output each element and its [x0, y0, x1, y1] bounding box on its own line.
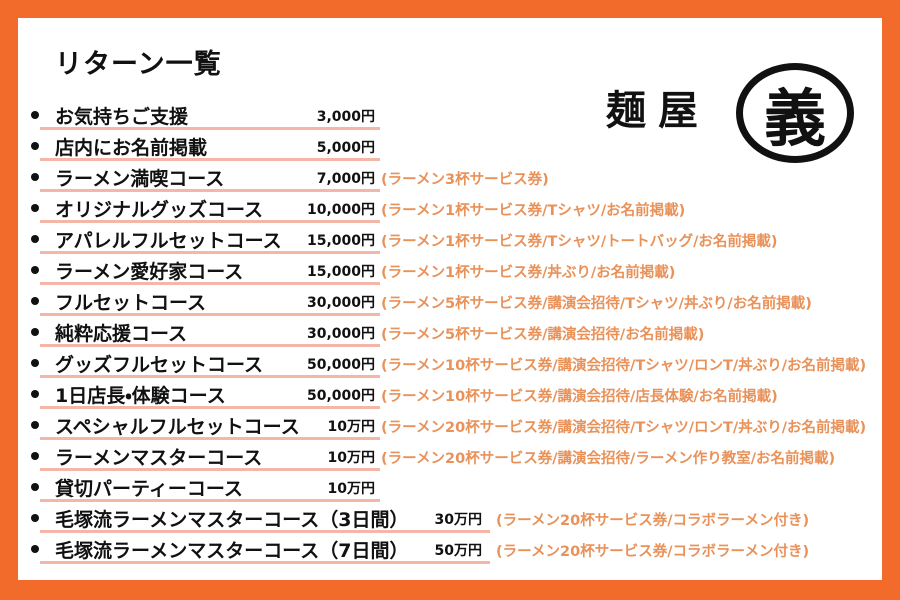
- underline: [40, 375, 380, 378]
- list-item: 貸切パーティーコース 10万円: [18, 472, 882, 503]
- underline: [40, 406, 380, 409]
- item-name: 1日店長・体験コース: [55, 385, 226, 407]
- item-name: 貸切パーティーコース: [55, 478, 243, 500]
- item-name: 純粋応援コース: [55, 323, 188, 345]
- item-perks: (ラーメン20杯サービス券/コラボラーメン付き): [496, 544, 810, 560]
- bullet: [31, 111, 39, 119]
- list-item: お気持ちご支援 3,000円: [18, 100, 882, 131]
- item-perks: (ラーメン20杯サービス券/講演会招待/ラーメン作り教室/お名前掲載): [381, 451, 836, 467]
- item-price: 50,000円: [306, 388, 375, 404]
- item-price: 10万円: [327, 419, 375, 435]
- underline: [40, 282, 380, 285]
- underline: [40, 437, 380, 440]
- item-price: 15,000円: [306, 233, 375, 249]
- list-item: フルセットコース 30,000円 (ラーメン5杯サービス券/講演会招待/Tシャツ/丼…: [18, 286, 882, 317]
- item-price: 15,000円: [306, 264, 375, 280]
- bullet: [31, 173, 39, 181]
- underline: [40, 561, 490, 564]
- list-item: 毛塚流ラーメンマスターコース（7日間） 50万円 (ラーメン20杯サービス券/コラボ…: [18, 534, 882, 565]
- item-perks: (ラーメン10杯サービス券/講演会招待/店長体験/お名前掲載): [381, 389, 778, 405]
- list-item: アパレルフルセットコース 15,000円 (ラーメン1杯サービス券/Tシャツ/トート…: [18, 224, 882, 255]
- bullet: [31, 297, 39, 305]
- item-name: 店内にお名前掲載: [55, 137, 208, 159]
- item-price: 7,000円: [316, 171, 375, 187]
- item-perks: (ラーメン20杯サービス券/コラボラーメン付き): [496, 513, 810, 529]
- bullet: [31, 204, 39, 212]
- underline: [40, 468, 380, 471]
- list-item: 純粋応援コース 30,000円 (ラーメン5杯サービス券/講演会招待/お名前掲載): [18, 317, 882, 348]
- list-item: 1日店長・体験コース 50,000円 (ラーメン10杯サービス券/講演会招待/店長体…: [18, 379, 882, 410]
- item-price: 5,000円: [316, 140, 375, 156]
- item-perks: (ラーメン1杯サービス券/Tシャツ/トートバッグ/お名前掲載): [381, 234, 778, 250]
- list-item: ラーメン愛好家コース 15,000円 (ラーメン1杯サービス券/丼ぶり/お名前掲載): [18, 255, 882, 286]
- item-price: 10万円: [327, 450, 375, 466]
- item-name: グッズフルセットコース: [55, 354, 264, 376]
- item-name: ラーメンマスターコース: [55, 447, 263, 469]
- item-perks: (ラーメン3杯サービス券): [381, 172, 549, 188]
- list-item: スペシャルフルセットコース 10万円 (ラーメン20杯サービス券/講演会招待/Tシャ…: [18, 410, 882, 441]
- bullet: [31, 390, 39, 398]
- list-item: 店内にお名前掲載 5,000円: [18, 131, 882, 162]
- item-perks: (ラーメン1杯サービス券/丼ぶり/お名前掲載): [381, 265, 676, 281]
- bullet: [31, 359, 39, 367]
- bullet: [31, 514, 39, 522]
- logo-name: 麺屋: [606, 87, 710, 134]
- card: リターン一覧 麺屋 義 お気持ちご支援 3,000円店内にお名前掲載 5,000円ラ…: [18, 18, 882, 580]
- logo-mark: 義: [736, 63, 854, 163]
- bullet: [31, 235, 39, 243]
- item-name: オリジナルグッズコース: [55, 199, 264, 221]
- item-price: 50,000円: [306, 357, 375, 373]
- title: リターン一覧: [55, 49, 222, 80]
- item-name: 毛塚流ラーメンマスターコース（7日間）: [55, 540, 409, 562]
- item-price: 30,000円: [306, 326, 375, 342]
- item-name: ラーメン満喫コース: [55, 168, 225, 190]
- underline: [40, 344, 380, 347]
- item-perks: (ラーメン10杯サービス券/講演会招待/Tシャツ/ロンT/丼ぶり/お名前掲載): [381, 358, 867, 374]
- underline: [40, 499, 380, 502]
- underline: [40, 220, 380, 223]
- underline: [40, 251, 380, 254]
- item-name: フルセットコース: [55, 292, 207, 314]
- item-price: 3,000円: [316, 109, 375, 125]
- bullet: [31, 483, 39, 491]
- item-perks: (ラーメン20杯サービス券/講演会招待/Tシャツ/ロンT/丼ぶり/お名前掲載): [381, 420, 867, 436]
- item-name: 毛塚流ラーメンマスターコース（3日間）: [55, 509, 409, 531]
- list-item: ラーメンマスターコース 10万円 (ラーメン20杯サービス券/講演会招待/ラーメン作…: [18, 441, 882, 472]
- item-name: アパレルフルセットコース: [55, 230, 282, 252]
- underline: [40, 127, 380, 130]
- item-name: ラーメン愛好家コース: [55, 261, 244, 283]
- item-price: 10万円: [327, 481, 375, 497]
- bullet: [31, 421, 39, 429]
- list-item: ラーメン満喫コース 7,000円 (ラーメン3杯サービス券): [18, 162, 882, 193]
- bullet: [31, 545, 39, 553]
- item-name: スペシャルフルセットコース: [55, 416, 300, 438]
- list-item: 毛塚流ラーメンマスターコース（3日間） 30万円 (ラーメン20杯サービス券/コラボ…: [18, 503, 882, 534]
- underline: [40, 189, 380, 192]
- bullet: [31, 452, 39, 460]
- bullet: [31, 266, 39, 274]
- bullet: [31, 328, 39, 336]
- item-price: 50万円: [434, 543, 482, 559]
- item-price: 10,000円: [306, 202, 375, 218]
- item-perks: (ラーメン5杯サービス券/講演会招待/Tシャツ/丼ぶり/お名前掲載): [381, 296, 812, 312]
- item-perks: (ラーメン1杯サービス券/Tシャツ/お名前掲載): [381, 203, 686, 219]
- item-price: 30万円: [434, 512, 482, 528]
- item-perks: (ラーメン5杯サービス券/講演会招待/お名前掲載): [381, 327, 705, 343]
- bullet: [31, 142, 39, 150]
- underline: [40, 530, 490, 533]
- list-item: オリジナルグッズコース 10,000円 (ラーメン1杯サービス券/Tシャツ/お名前掲…: [18, 193, 882, 224]
- underline: [40, 313, 380, 316]
- list-item: グッズフルセットコース 50,000円 (ラーメン10杯サービス券/講演会招待/Tシ…: [18, 348, 882, 379]
- underline: [40, 158, 380, 161]
- item-price: 30,000円: [306, 295, 375, 311]
- item-name: お気持ちご支援: [55, 106, 189, 128]
